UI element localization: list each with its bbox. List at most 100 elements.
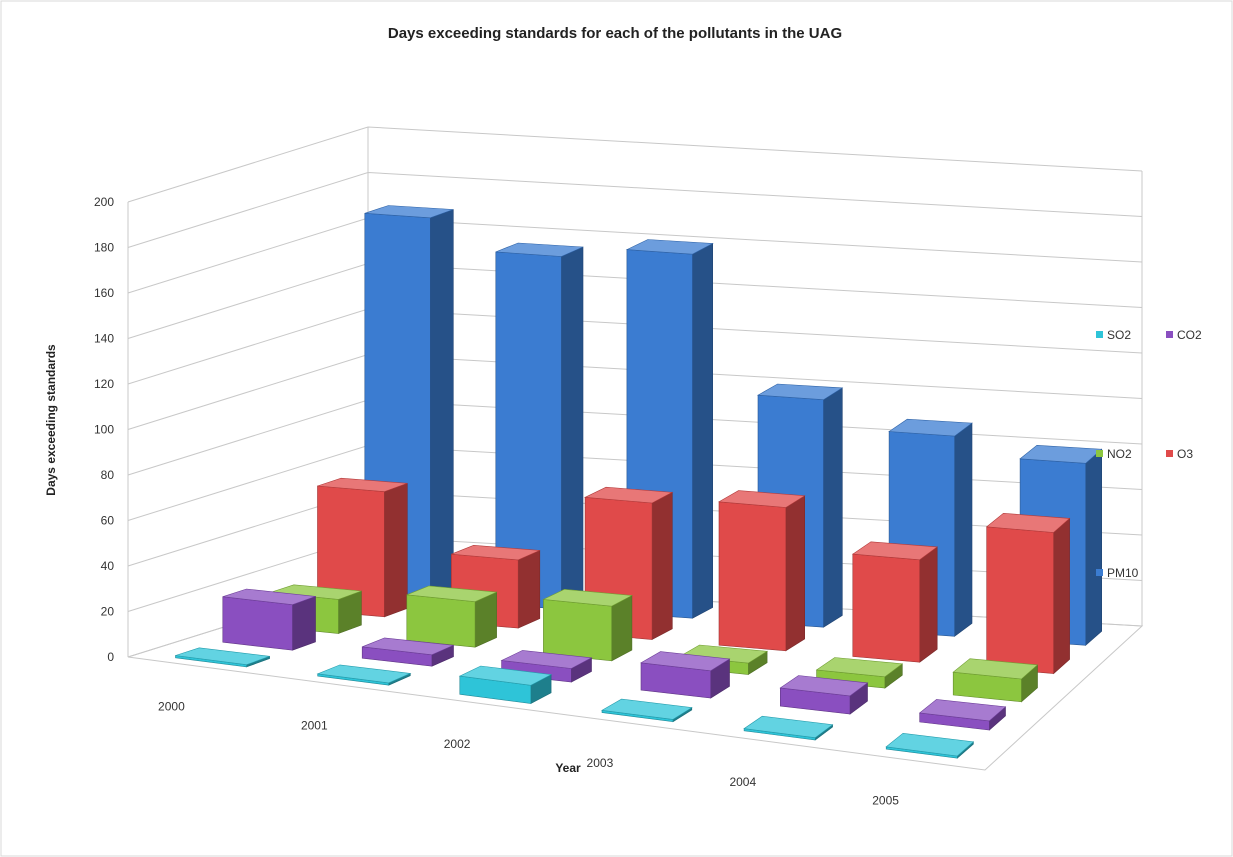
bar-top — [815, 657, 904, 678]
bar-side — [1085, 448, 1102, 646]
legend-swatch — [1096, 569, 1103, 576]
bar-top — [362, 637, 455, 656]
bar-co2-2001 — [361, 637, 455, 667]
bar-top — [918, 699, 1007, 722]
bar-top — [222, 588, 316, 606]
bar-front — [986, 526, 1054, 674]
bar-front — [718, 501, 787, 652]
bar-top — [495, 242, 584, 257]
legend-item-o3: O3 — [1166, 447, 1193, 461]
x-tick-label: 2001 — [301, 718, 328, 732]
x-tick-label: 2004 — [729, 775, 756, 789]
y-tick-label: 180 — [94, 241, 114, 255]
bar-top — [888, 418, 973, 437]
legend-item-no2: NO2 — [1096, 447, 1132, 461]
bar-side — [611, 595, 633, 662]
x-tick-label: 2000 — [158, 699, 185, 713]
bar-top — [885, 732, 975, 757]
y-axis-title: Days exceeding standards — [44, 344, 58, 496]
bar-so2-2004 — [743, 715, 834, 741]
bar-front — [406, 594, 476, 648]
bar-side — [561, 246, 584, 610]
bar-side — [692, 243, 714, 619]
y-tick-label: 40 — [101, 559, 115, 573]
bar-no2-2004 — [815, 657, 904, 689]
bar-co2-2004 — [779, 675, 869, 715]
y-tick-label: 60 — [101, 514, 115, 528]
legend: SO2 CO2 NO2 O3 PM10 — [1096, 328, 1202, 580]
bar-side — [1053, 517, 1070, 675]
bar-o3-2003 — [718, 490, 806, 652]
legend-swatch — [1096, 331, 1103, 338]
legend-item-so2: SO2 — [1096, 328, 1131, 342]
bar-top — [779, 675, 869, 697]
chart-title: Days exceeding standards for each of the… — [388, 25, 842, 42]
legend-label: O3 — [1177, 447, 1193, 461]
bar-front — [543, 599, 613, 662]
y-tick-label: 100 — [94, 423, 114, 437]
bar-so2-2005 — [885, 732, 975, 759]
bar-side — [517, 549, 541, 629]
bar-o3-2000 — [317, 477, 408, 618]
bar-co2-2000 — [222, 588, 316, 651]
x-tick-label: 2003 — [587, 756, 614, 770]
bar-top — [718, 490, 806, 508]
bar-top — [1019, 444, 1103, 464]
x-tick-label: 2005 — [872, 794, 899, 808]
bar-top — [952, 658, 1039, 680]
bar-no2-2005 — [952, 658, 1039, 703]
y-tick-label: 120 — [94, 377, 114, 391]
bar-side — [651, 491, 673, 640]
bar-so2-2000 — [175, 647, 270, 668]
bars-layer — [175, 205, 1103, 759]
y-tick-label: 80 — [101, 468, 115, 482]
bar-top — [601, 698, 693, 720]
bar-top — [316, 664, 412, 684]
bar-side — [384, 482, 408, 618]
bar-top — [175, 647, 270, 666]
bar-top — [756, 383, 844, 401]
bar-side — [429, 209, 454, 601]
legend-label: NO2 — [1107, 447, 1132, 461]
legend-swatch — [1166, 331, 1173, 338]
y-tick-label: 160 — [94, 286, 114, 300]
bar-front — [852, 553, 921, 663]
legend-swatch — [1096, 450, 1103, 457]
bar-so2-2003 — [601, 698, 693, 723]
bar-front — [222, 596, 293, 651]
bar-top — [640, 651, 731, 672]
bar-so2-2001 — [316, 664, 412, 686]
bar-top — [625, 239, 714, 255]
bar-side — [823, 387, 843, 628]
bar-side — [954, 422, 973, 637]
bar-pm10-2001 — [495, 242, 584, 610]
bar-top — [458, 665, 553, 686]
legend-item-pm10: PM10 — [1096, 566, 1139, 580]
legend-label: CO2 — [1177, 328, 1202, 342]
y-tick-label: 140 — [94, 332, 114, 346]
legend-item-co2: CO2 — [1166, 328, 1202, 342]
bar-o3-2005 — [985, 512, 1071, 675]
bar-top — [317, 477, 408, 492]
bar-top — [500, 650, 593, 669]
y-tick-label: 0 — [107, 650, 114, 664]
bar-top — [364, 205, 454, 219]
bar-co2-2003 — [640, 651, 731, 699]
x-axis-title: Year — [555, 761, 581, 775]
bar-o3-2004 — [851, 541, 939, 663]
y-tick-label: 20 — [101, 605, 115, 619]
y-tick-label: 200 — [94, 195, 114, 209]
legend-swatch — [1166, 450, 1173, 457]
bar-co2-2005 — [918, 699, 1007, 731]
bar-side — [292, 595, 316, 651]
legend-label: SO2 — [1107, 328, 1131, 342]
bar-top — [583, 486, 674, 504]
bar-top — [985, 512, 1071, 533]
bar-no2-2001 — [406, 585, 498, 648]
legend-label: PM10 — [1107, 566, 1139, 580]
bar-side — [785, 495, 806, 652]
bar-top — [406, 585, 498, 603]
